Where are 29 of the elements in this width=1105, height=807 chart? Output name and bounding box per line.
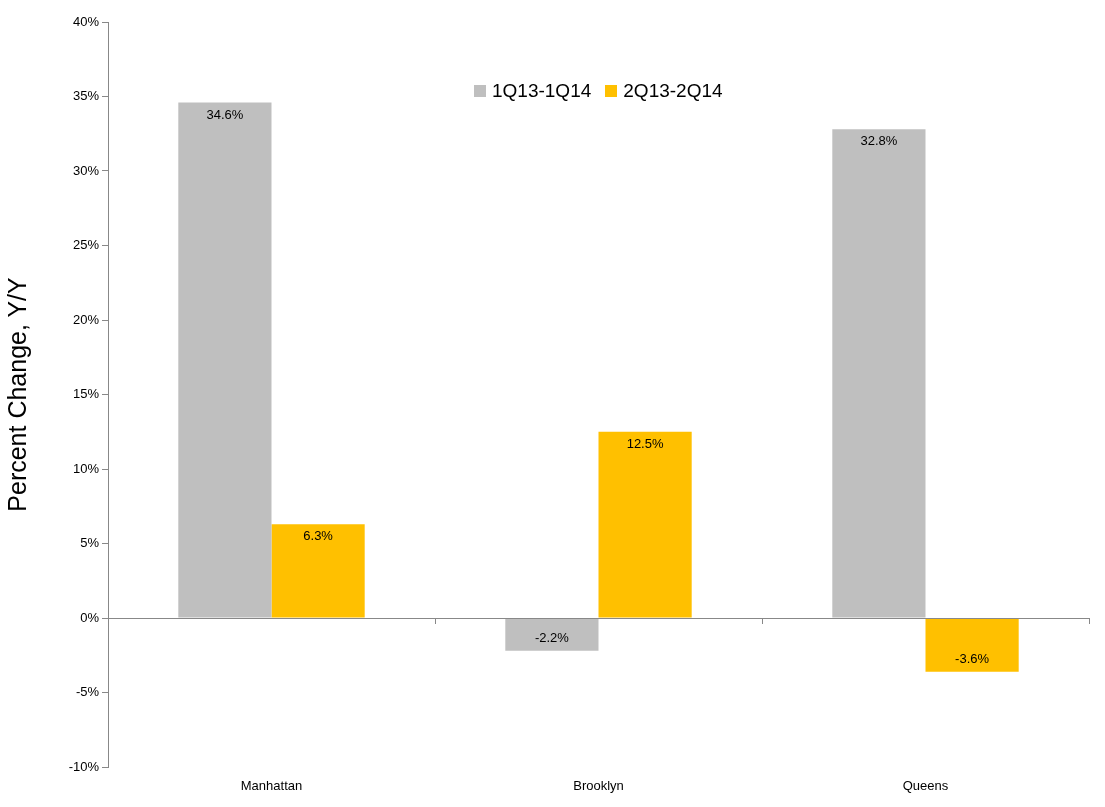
x-tick-label: Queens	[902, 778, 949, 794]
bar	[832, 129, 926, 618]
bar	[271, 524, 365, 618]
y-tick-label: 5%	[80, 535, 100, 551]
y-tick-label: 20%	[72, 311, 100, 327]
bar	[178, 102, 272, 618]
y-tick-label: 40%	[72, 13, 100, 29]
bar	[925, 618, 1019, 672]
y-tick-label: 0%	[80, 609, 100, 625]
data-label: 32.8%	[860, 133, 898, 149]
data-label: -2.2%	[534, 629, 570, 645]
y-tick-label: -5%	[75, 684, 100, 700]
bar	[505, 618, 599, 651]
y-tick-label: 35%	[72, 88, 100, 104]
y-axis-title: Percent Change, Y/Y	[2, 276, 31, 512]
x-tick-label: Brooklyn	[573, 778, 624, 794]
y-tick-label: 15%	[72, 386, 100, 402]
y-tick-label: 10%	[72, 460, 100, 476]
x-tick-label: Manhattan	[240, 778, 303, 794]
data-label: 34.6%	[206, 106, 244, 122]
legend-label: 1Q13-1Q14	[492, 80, 592, 102]
y-tick-label: 25%	[72, 237, 100, 253]
data-label: 6.3%	[303, 528, 334, 544]
y-tick-label: -10%	[68, 758, 100, 774]
data-label: -3.6%	[955, 650, 990, 666]
bar	[598, 431, 692, 618]
data-label: 12.5%	[626, 435, 664, 451]
legend-label: 2Q13-2Q14	[623, 80, 723, 102]
y-tick-label: 30%	[72, 162, 100, 178]
